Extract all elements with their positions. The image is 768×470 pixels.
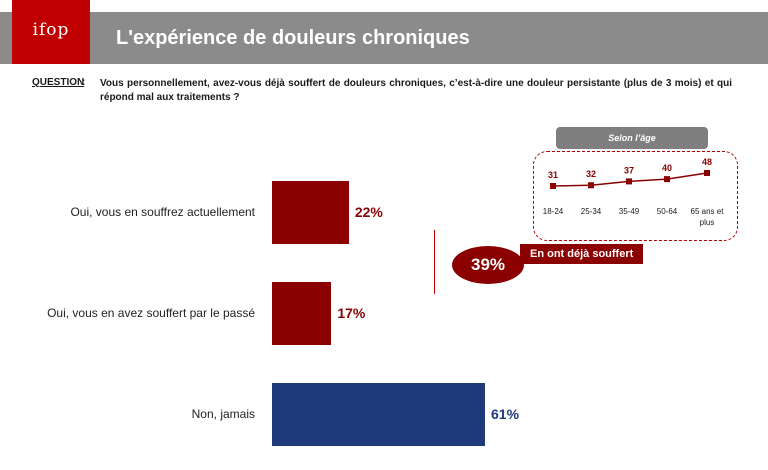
x-tick-label: 18-24 — [543, 207, 564, 216]
bar-value-label: 61% — [491, 405, 520, 422]
x-tick-label: 35-49 — [619, 207, 640, 216]
x-tick-label: 65 ans et — [691, 207, 725, 216]
bar — [272, 383, 485, 446]
aggregate-value: 39% — [470, 255, 506, 274]
x-tick-label: plus — [700, 218, 715, 227]
question-text: Vous personnellement, avez-vous déjà sou… — [100, 78, 732, 103]
aggregate-label: En ont déjà souffert — [520, 244, 644, 264]
bar-value-label: 17% — [337, 304, 366, 321]
data-label: 31 — [548, 170, 558, 180]
data-point — [664, 176, 670, 183]
question-label: QUESTION — [32, 77, 85, 88]
page-title: L'expérience de douleurs chroniques — [116, 27, 470, 49]
data-point — [626, 178, 632, 185]
data-label: 40 — [662, 163, 672, 173]
bar — [272, 181, 349, 244]
data-point — [588, 182, 594, 189]
data-point — [550, 183, 556, 189]
x-tick-label: 25-34 — [581, 207, 602, 216]
question-colon: : — [82, 77, 86, 88]
bracket-divider — [434, 230, 435, 294]
category-label: Oui, vous en souffrez actuellement — [70, 204, 255, 219]
age-panel-title: Selon l’âge — [556, 127, 708, 149]
aggregate-ellipse — [452, 246, 524, 284]
category-label: Non, jamais — [191, 406, 255, 421]
age-line-chart: 31 18-24 32 25-34 37 35-49 40 50-64 48 65 ans et p… — [543, 157, 725, 227]
header-bar — [0, 12, 768, 64]
data-label: 32 — [586, 169, 596, 179]
age-panel — [533, 151, 738, 241]
category-label: Oui, vous en avez souffert par le passé — [47, 305, 255, 320]
ifop-logo: ifop — [12, 0, 90, 64]
bar — [272, 282, 332, 345]
x-tick-label: 50-64 — [657, 207, 678, 216]
data-point — [704, 170, 710, 176]
data-label: 48 — [702, 157, 712, 167]
bar-value-label: 22% — [354, 203, 383, 220]
data-label: 37 — [624, 165, 634, 175]
